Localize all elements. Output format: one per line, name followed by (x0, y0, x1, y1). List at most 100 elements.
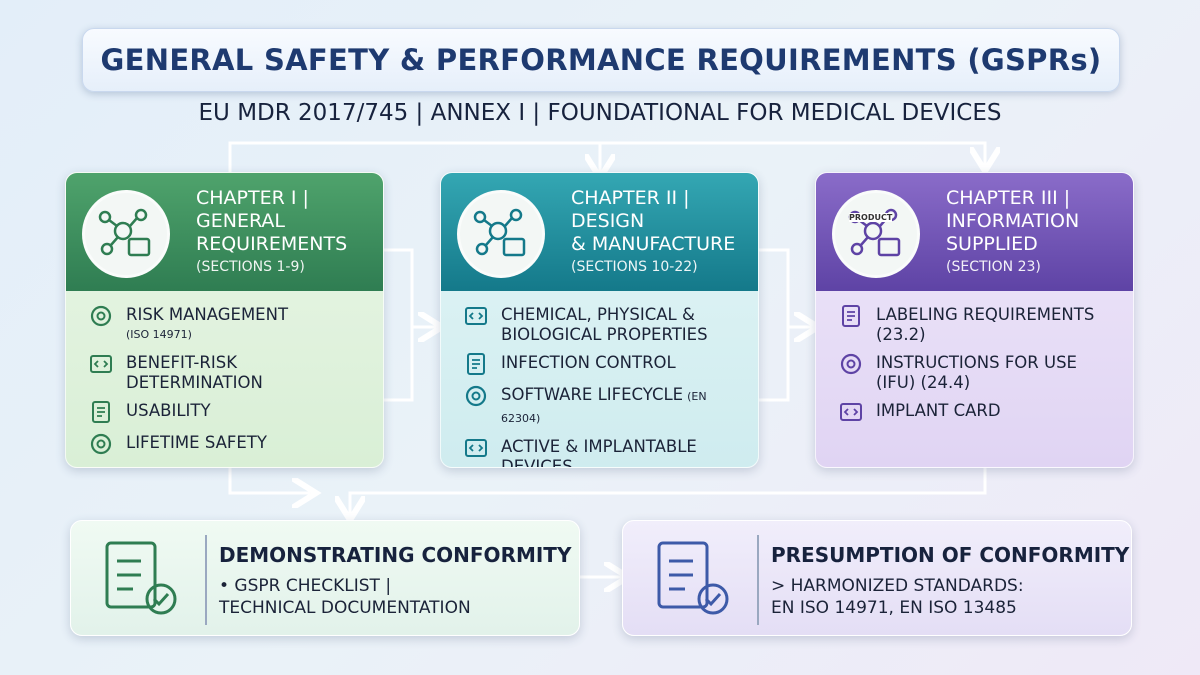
chapter-sections: (SECTIONS 1-9) (196, 259, 305, 275)
chapter-item: IMPLANT CARD (838, 401, 1123, 425)
arrow (382, 248, 436, 402)
chapter-sections: (SECTION 23) (946, 259, 1041, 275)
chapter-item: USABILITY (88, 401, 373, 425)
icon (473, 208, 526, 257)
chapter-title-line: INFORMATION (946, 210, 1080, 232)
item-icon (840, 353, 862, 375)
chapter-items: RISK MANAGEMENT (ISO 14971) BENEFIT-RISK D… (88, 305, 373, 457)
chapter-item: RISK MANAGEMENT (ISO 14971) (88, 305, 373, 345)
arrow (350, 466, 987, 514)
chapter-header: CHAPTER II | DESIGN & MANUFACTURE (SECTIONS… (441, 173, 758, 291)
subtitle: EU MDR 2017/745 | ANNEX I | FOUNDATIONAL… (198, 100, 1002, 126)
conformity-line: • GSPR CHECKLIST | (219, 576, 392, 596)
chapter-card: CHAPTER I | GENERAL REQUIREMENTS (SECTIONS … (65, 172, 384, 468)
item-label: INFECTION CONTROL (501, 353, 676, 372)
item-label: RISK MANAGEMENT (126, 305, 289, 324)
chapter-title-line: GENERAL (196, 210, 285, 232)
item-icon (90, 355, 112, 373)
chapter-title: CHAPTER II | DESIGN & MANUFACTURE (SECTIONS… (571, 187, 735, 278)
chapter-items: LABELING REQUIREMENTS (23.2) INSTRUCTIONS… (838, 305, 1123, 425)
item-text: IMPLANT CARD (876, 401, 1111, 421)
conformity-title: DEMONSTRATING CONFORMITY (219, 543, 572, 567)
item-icon (840, 403, 862, 421)
chapter-title-line: CHAPTER III | (946, 187, 1071, 209)
chapter-item: INSTRUCTIONS FOR USE (IFU) (24.4) (838, 353, 1123, 393)
item-icon (842, 305, 860, 327)
item-text: ACTIVE & IMPLANTABLE DEVICES (501, 437, 736, 468)
item-icon (465, 385, 487, 407)
item-text: LIFETIME SAFETY (126, 433, 361, 453)
conformity-text: > HARMONIZED STANDARDS: EN ISO 14971, EN … (771, 575, 1024, 619)
conformity-line: TECHNICAL DOCUMENTATION (219, 598, 471, 618)
conformity-line: > HARMONIZED STANDARDS: (771, 576, 1024, 596)
arrow (758, 248, 812, 402)
chapter-title-line: SUPPLIED (946, 233, 1038, 255)
item-text: LABELING REQUIREMENTS (23.2) (876, 305, 1111, 345)
icon-text: PRODUCT (849, 213, 893, 222)
item-label: SOFTWARE LIFECYCLE (501, 385, 684, 404)
item-text: INFECTION CONTROL (501, 353, 736, 373)
item-label: LIFETIME SAFETY (126, 433, 267, 452)
conformity-icon (97, 535, 207, 625)
item-label: CHEMICAL, PHYSICAL & BIOLOGICAL PROPERTI… (501, 305, 708, 344)
item-text: SOFTWARE LIFECYCLE (EN 62304) (501, 385, 736, 429)
chapter-item: SOFTWARE LIFECYCLE (EN 62304) (463, 385, 748, 429)
item-note: (EN 62304) (501, 390, 707, 425)
chapter-title: CHAPTER III | INFORMATION SUPPLIED (SECTION… (946, 187, 1079, 278)
chapter-icon: PRODUCT (832, 190, 920, 278)
chapter-title-line: & MANUFACTURE (571, 233, 736, 255)
conformity-box: DEMONSTRATING CONFORMITY • GSPR CHECKLIST… (70, 520, 580, 636)
chapter-card: CHAPTER II | DESIGN & MANUFACTURE (SECTIONS… (440, 172, 759, 468)
arrow (228, 466, 310, 493)
item-icon (467, 353, 485, 375)
item-label: IMPLANT CARD (876, 401, 1001, 420)
item-text: INSTRUCTIONS FOR USE (IFU) (24.4) (876, 353, 1111, 393)
chapter-icon (82, 190, 170, 278)
chapter-item: LABELING REQUIREMENTS (23.2) (838, 305, 1123, 345)
chapter-sections: (SECTIONS 10-22) (571, 259, 698, 275)
item-text: BENEFIT-RISK DETERMINATION (126, 353, 361, 393)
conformity-text: • GSPR CHECKLIST | TECHNICAL DOCUMENTATIO… (219, 575, 471, 619)
chapter-items: CHEMICAL, PHYSICAL & BIOLOGICAL PROPERTI… (463, 305, 748, 468)
conformity-icon (649, 535, 759, 625)
item-label: USABILITY (126, 401, 211, 420)
chapter-header: PRODUCT CHAPTER III | INFORMATION SUPPLIED (… (816, 173, 1133, 291)
chapter-title-line: CHAPTER I | (196, 187, 309, 209)
item-text: CHEMICAL, PHYSICAL & BIOLOGICAL PROPERTI… (501, 305, 736, 345)
icon (105, 541, 177, 615)
item-icon (90, 433, 112, 455)
chapter-icon (457, 190, 545, 278)
chapter-item: LIFETIME SAFETY (88, 433, 373, 457)
chapter-item: ACTIVE & IMPLANTABLE DEVICES (463, 437, 748, 468)
arrow (228, 141, 985, 172)
arrows (228, 141, 987, 577)
conformity-title: PRESUMPTION OF CONFORMITY (771, 543, 1130, 567)
conformity-line: EN ISO 14971, EN ISO 13485 (771, 598, 1017, 618)
chapter-item: CHEMICAL, PHYSICAL & BIOLOGICAL PROPERTI… (463, 305, 748, 345)
chapter-card: PRODUCT CHAPTER III | INFORMATION SUPPLIED (… (815, 172, 1134, 468)
item-icon (465, 439, 487, 457)
item-label: INSTRUCTIONS FOR USE (IFU) (24.4) (876, 353, 1077, 392)
chapter-title-line: DESIGN (571, 210, 645, 232)
item-label: ACTIVE & IMPLANTABLE DEVICES (501, 437, 697, 468)
item-text: RISK MANAGEMENT (ISO 14971) (126, 305, 361, 345)
conformity-box: PRESUMPTION OF CONFORMITY > HARMONIZED ST… (622, 520, 1132, 636)
item-icon (92, 401, 110, 423)
icon (98, 208, 151, 257)
item-label: BENEFIT-RISK DETERMINATION (126, 353, 263, 392)
chapter-title-line: CHAPTER II | (571, 187, 690, 209)
item-icon (465, 307, 487, 325)
chapter-title-line: REQUIREMENTS (196, 233, 348, 255)
icon (848, 208, 901, 257)
icon (657, 541, 729, 615)
chapter-item: BENEFIT-RISK DETERMINATION (88, 353, 373, 393)
item-label: LABELING REQUIREMENTS (23.2) (876, 305, 1095, 344)
chapter-header: CHAPTER I | GENERAL REQUIREMENTS (SECTIONS … (66, 173, 383, 291)
item-text: USABILITY (126, 401, 361, 421)
chapter-title: CHAPTER I | GENERAL REQUIREMENTS (SECTIONS … (196, 187, 347, 278)
item-note: (ISO 14971) (126, 328, 192, 341)
title: GENERAL SAFETY & PERFORMANCE REQUIREMENT… (82, 28, 1120, 92)
item-icon (90, 305, 112, 327)
